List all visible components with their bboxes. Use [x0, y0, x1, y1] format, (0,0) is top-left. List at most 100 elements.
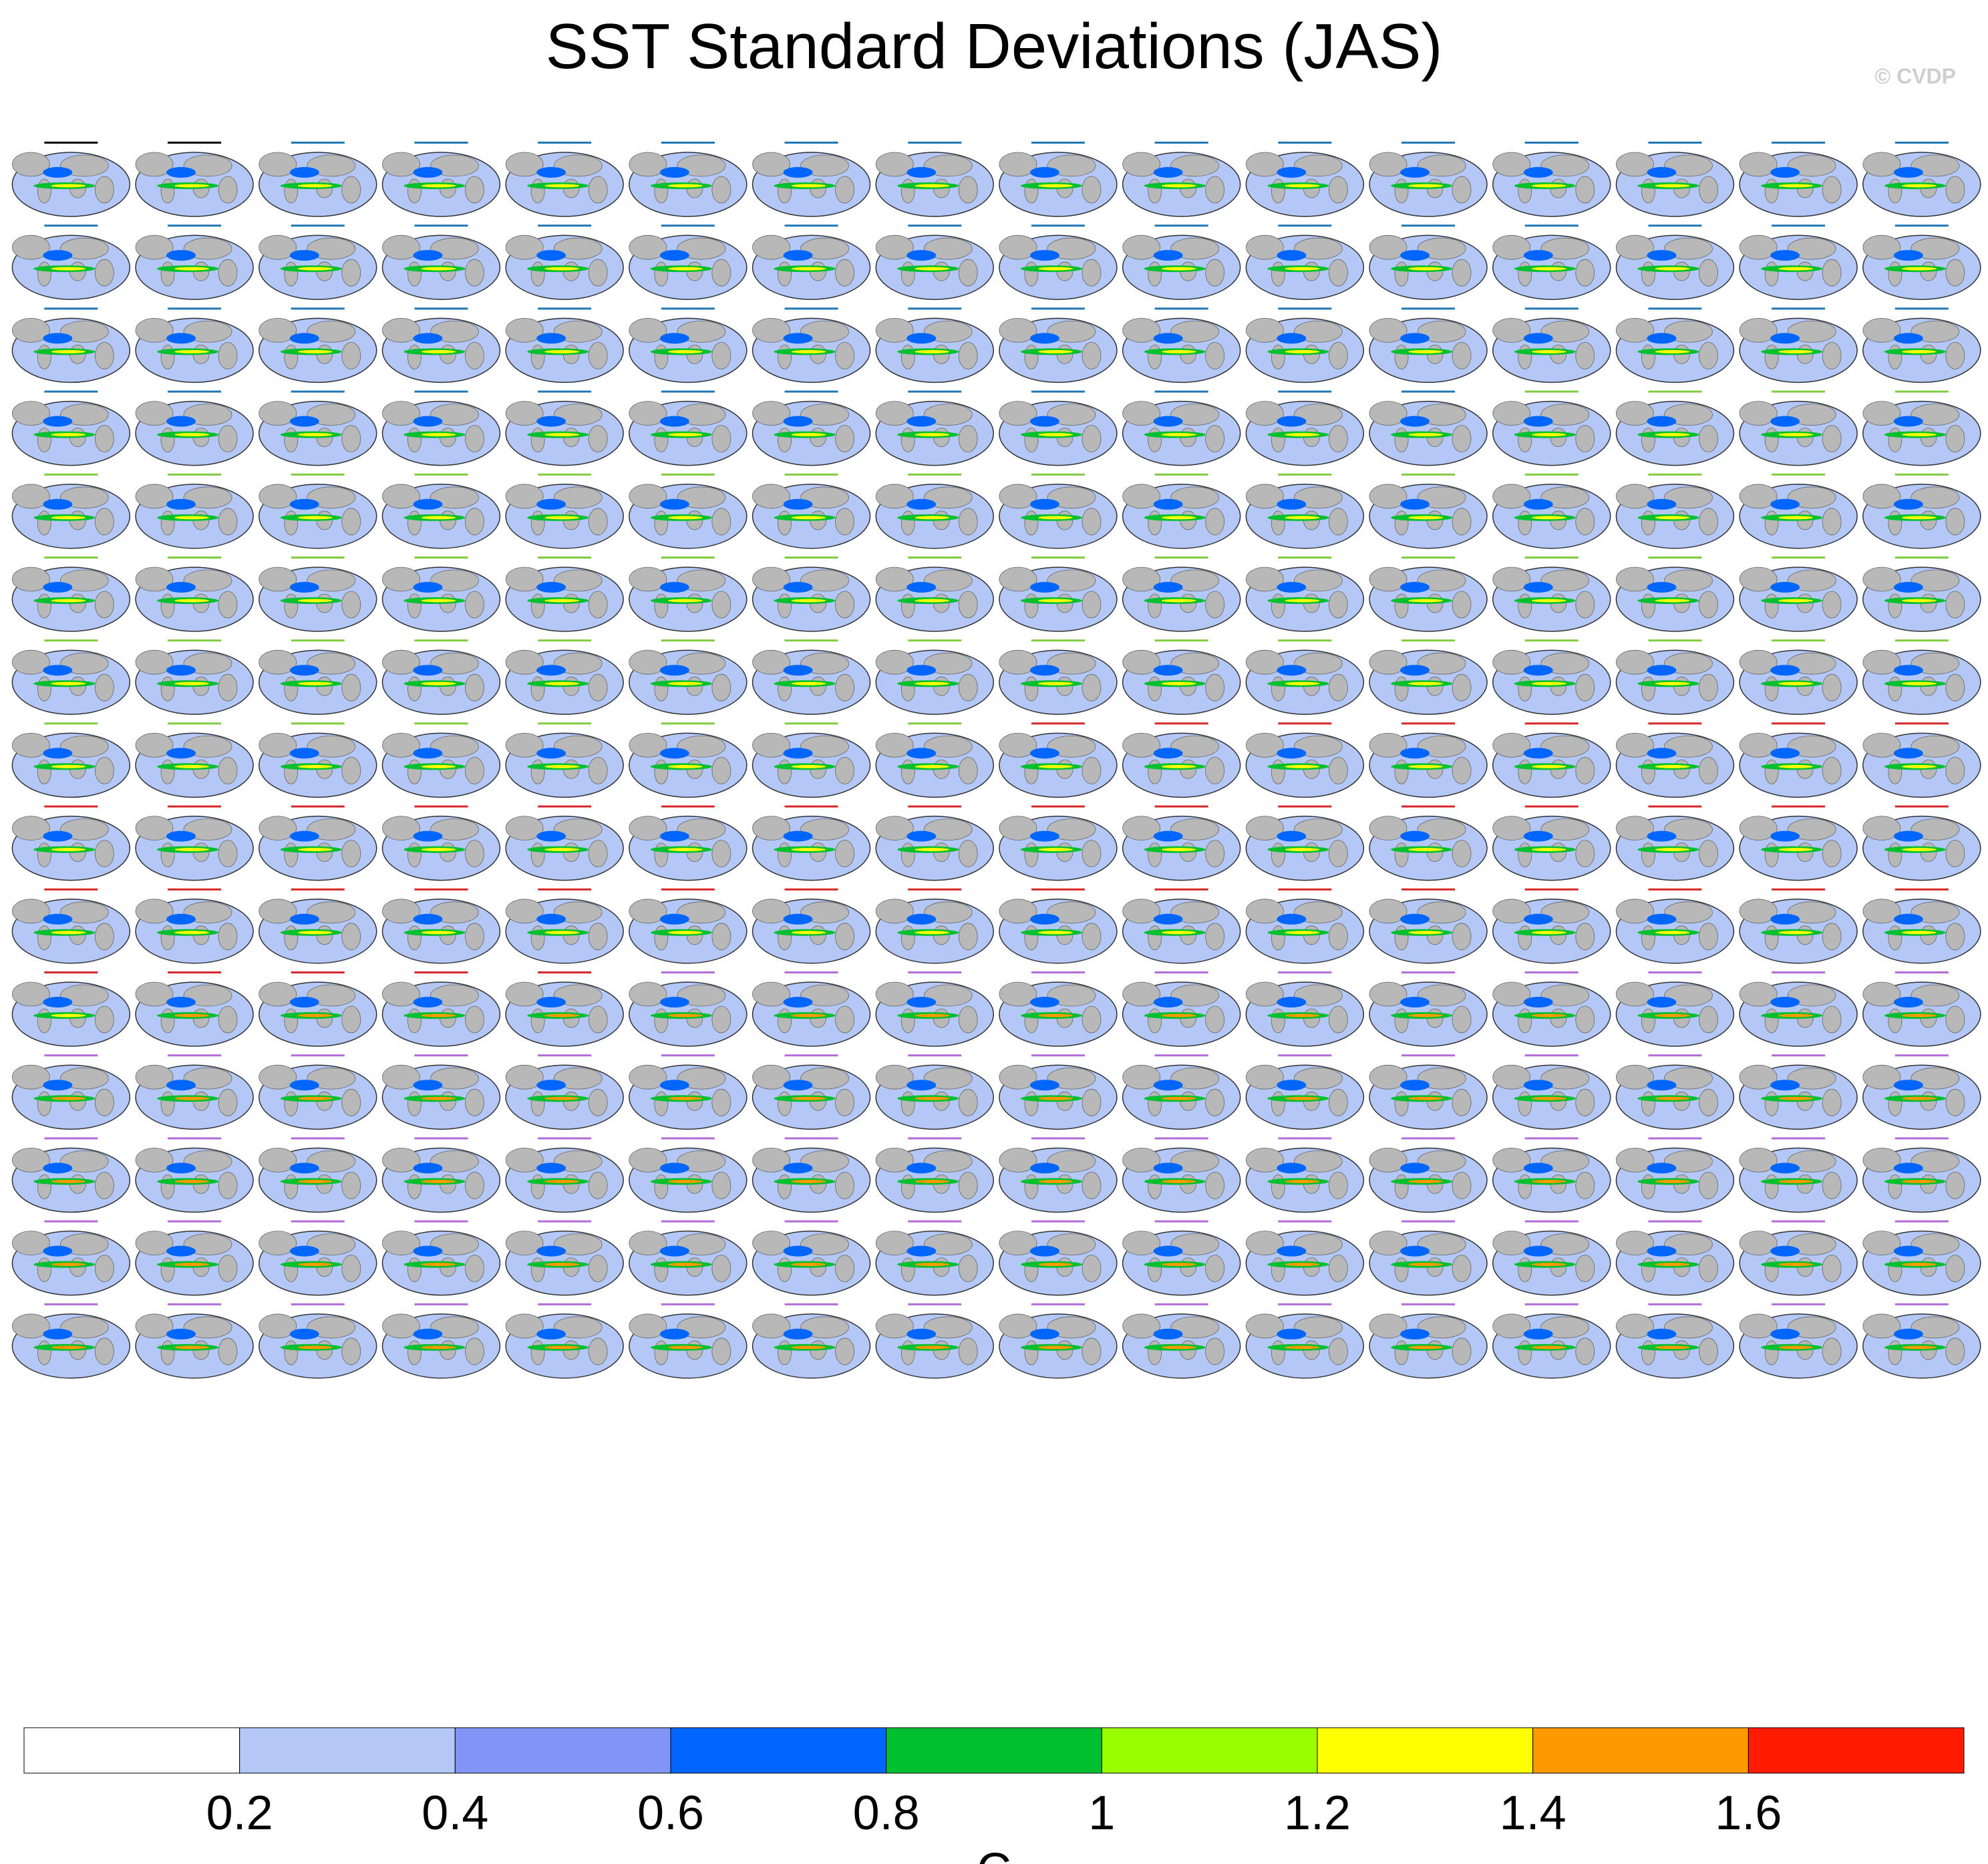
map-land: [505, 649, 544, 675]
enso-core: [1531, 349, 1566, 353]
map-land: [875, 649, 914, 675]
map-land: [1575, 342, 1595, 369]
panel-title: [908, 1303, 962, 1305]
map-land: [430, 569, 479, 592]
map-land: [430, 1316, 479, 1339]
map-land: [654, 1257, 669, 1282]
map-land: [958, 1338, 978, 1366]
north-pacific-patch: [1893, 1328, 1923, 1340]
map-land: [778, 261, 792, 287]
map-land: [1328, 591, 1348, 619]
enso-core: [1778, 1263, 1814, 1267]
map-land: [341, 1172, 361, 1199]
north-pacific-patch: [289, 1328, 319, 1340]
map-land: [711, 342, 731, 369]
enso-core: [1037, 681, 1073, 685]
map-land: [778, 178, 792, 204]
map-land: [59, 652, 109, 675]
map-land: [654, 760, 669, 784]
map-land: [1452, 1172, 1472, 1199]
north-pacific-patch: [413, 1080, 443, 1091]
map-panel: [381, 639, 501, 715]
north-pacific-patch: [1029, 582, 1059, 593]
map-land: [530, 178, 545, 204]
map-panel: [1862, 1137, 1981, 1213]
map-land: [711, 259, 731, 287]
map-panel: [752, 473, 871, 549]
map-panel: [875, 142, 994, 217]
map-land: [900, 1340, 915, 1366]
north-pacific-patch: [289, 997, 319, 1007]
map-land: [1170, 569, 1220, 592]
colorbar-swatch: [239, 1727, 456, 1774]
map-land: [1518, 428, 1532, 452]
map-land: [1205, 591, 1225, 619]
map-land: [307, 736, 356, 758]
north-pacific-patch: [1770, 333, 1800, 344]
map-land: [1170, 1067, 1220, 1090]
map-land: [1575, 259, 1595, 287]
map-land: [530, 842, 545, 867]
north-pacific-patch: [1153, 416, 1183, 427]
map-panel: [1739, 557, 1858, 632]
map-panel: [1739, 805, 1858, 881]
map-land: [307, 1233, 356, 1255]
enso-core: [544, 349, 580, 353]
panel-title: [1648, 1137, 1702, 1140]
map-land: [341, 840, 361, 867]
map-land: [1862, 484, 1901, 509]
map-land: [1888, 676, 1902, 702]
map-land: [59, 404, 109, 426]
map-land: [1862, 1064, 1901, 1090]
north-pacific-patch: [783, 997, 813, 1007]
north-pacific-patch: [166, 913, 196, 925]
map-land: [923, 818, 973, 840]
map-land: [1518, 1091, 1532, 1116]
map-panel: [135, 142, 254, 217]
map-panel: [999, 142, 1118, 217]
map-land: [1394, 510, 1409, 536]
map-land: [677, 1233, 726, 1255]
map-land: [677, 154, 726, 177]
panel-title: [1524, 390, 1579, 393]
map-land: [1293, 320, 1343, 343]
map-land: [1394, 428, 1409, 452]
map-panel: [1492, 805, 1611, 881]
map-land: [958, 259, 978, 287]
map-land: [11, 484, 50, 509]
map-land: [875, 733, 914, 758]
enso-core: [174, 516, 210, 520]
panel-title: [1031, 307, 1085, 310]
colorbar-swatch: [1748, 1727, 1965, 1774]
map-land: [778, 593, 792, 619]
map-panel: [1615, 1054, 1735, 1130]
map-land: [160, 760, 175, 784]
map-land: [835, 1338, 854, 1366]
map-land: [875, 899, 914, 924]
panel-title: [1772, 639, 1826, 642]
map-land: [1170, 154, 1220, 177]
map-land: [382, 1313, 420, 1339]
map-panel: [11, 142, 131, 217]
map-land: [135, 1231, 174, 1255]
map-land: [1616, 152, 1654, 177]
map-land: [1945, 673, 1965, 702]
map-land: [530, 1340, 545, 1366]
panel-title: [44, 1054, 98, 1057]
map-land: [1328, 1172, 1348, 1199]
map-land: [923, 1150, 973, 1173]
map-panel: [505, 888, 624, 964]
map-land: [37, 428, 51, 452]
north-pacific-patch: [783, 1328, 813, 1340]
panel-title: [1154, 805, 1208, 808]
map-land: [37, 1008, 51, 1034]
north-pacific-patch: [536, 333, 566, 344]
map-panel: [752, 1220, 871, 1296]
map-land: [1245, 1064, 1284, 1090]
map-land: [1699, 342, 1718, 369]
north-pacific-patch: [1647, 830, 1677, 842]
map-land: [1764, 178, 1779, 204]
map-land: [1616, 733, 1654, 758]
panel-title: [1648, 142, 1702, 144]
panel-title: [1894, 307, 1949, 310]
